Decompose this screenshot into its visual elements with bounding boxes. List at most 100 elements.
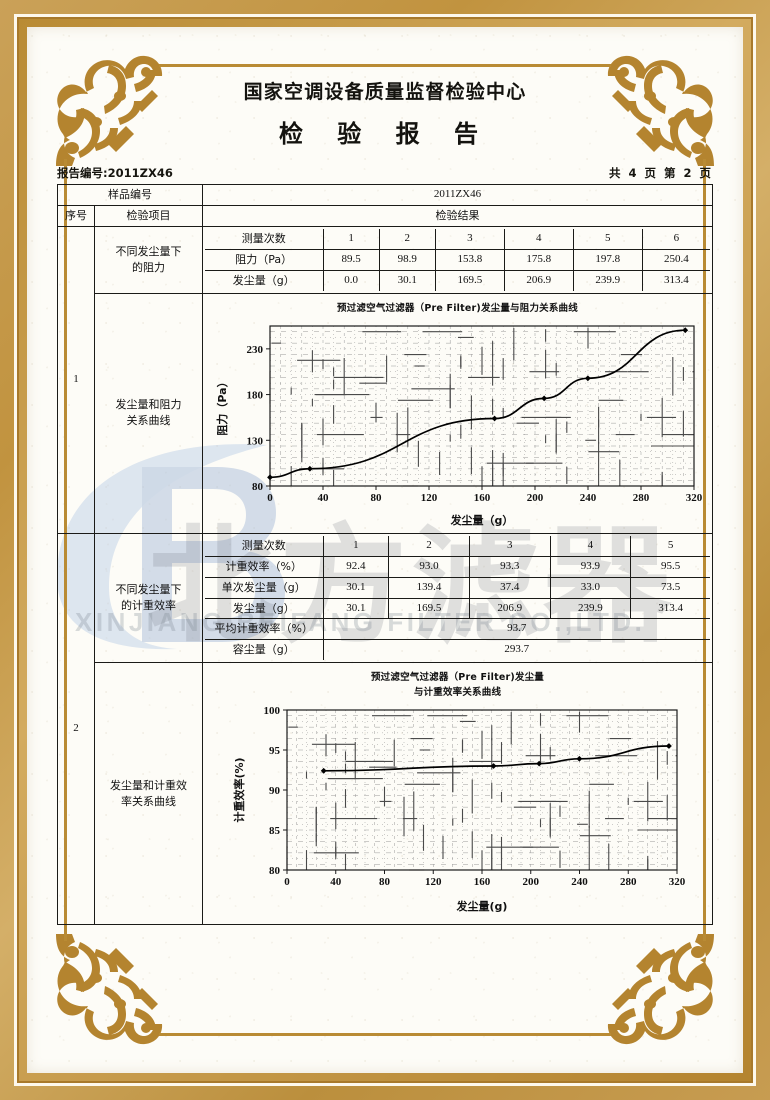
report-number-value: 2011ZX46 xyxy=(107,166,173,180)
svg-text:80: 80 xyxy=(252,481,264,493)
svg-text:100: 100 xyxy=(263,705,280,717)
table-row-section2-efficiency: 2 不同发尘量下 的计重效率 测量次数 1 2 3 4 5 xyxy=(57,532,713,926)
table-row-dust-g: 发尘量（g） 30.1 169.5 206.9 239.9 313.4 xyxy=(205,597,710,620)
svg-text:80: 80 xyxy=(379,876,391,888)
measure-count-5: 5 xyxy=(630,535,710,557)
dust-g-5: 239.9 xyxy=(572,269,643,291)
row-header-dust-g: 发尘量（g） xyxy=(205,597,324,620)
single-dust-2: 139.4 xyxy=(388,576,470,599)
column-header-item: 检验项目 xyxy=(94,204,203,227)
column-header-result: 检验结果 xyxy=(202,204,713,227)
efficiency-pct-5: 95.5 xyxy=(630,555,710,578)
resistance-pa-5: 197.8 xyxy=(572,248,643,271)
dust-g-2: 30.1 xyxy=(378,269,436,291)
dust-g-3: 206.9 xyxy=(468,597,551,620)
svg-text:230: 230 xyxy=(246,344,263,356)
corner-ornament-bottom-right xyxy=(596,926,722,1052)
svg-text:320: 320 xyxy=(668,876,685,888)
row-header-measure-count: 测量次数 xyxy=(205,228,324,250)
efficiency-pct-1: 92.4 xyxy=(322,555,390,578)
resistance-pa-3: 153.8 xyxy=(434,248,505,271)
table-row-dust-g: 发尘量（g） 0.0 30.1 169.5 206.9 239.9 313.4 xyxy=(205,269,710,291)
table-row-section2-chart: 发尘量和计重效 率关系曲线 预过滤空气过滤器（Pre Filter)发尘量 与计重… xyxy=(58,662,713,926)
row-header-avg-efficiency: 平均计重效率（%） xyxy=(205,618,324,641)
single-dust-3: 37.4 xyxy=(468,576,551,599)
label-text: 发尘量和阻力 关系曲线 xyxy=(115,398,182,428)
measure-count-5: 5 xyxy=(572,228,643,250)
dust-g-1: 0.0 xyxy=(322,269,380,291)
section1-resistance-item-label: 不同发尘量下 的阻力 xyxy=(94,225,203,294)
svg-text:200: 200 xyxy=(526,492,543,504)
page-count: 共 4 页 第 2 页 xyxy=(608,166,713,180)
label-text: 不同发尘量下 的阻力 xyxy=(115,244,182,274)
svg-text:85: 85 xyxy=(269,825,281,837)
chart-resistance-vs-dust: 预过滤空气过滤器（Pre Filter)发尘量与阻力关系曲线 0 40 80 120 1… xyxy=(205,296,710,531)
svg-text:130: 130 xyxy=(246,435,263,447)
avg-efficiency-value: 93.7 xyxy=(322,618,710,641)
measure-count-1: 1 xyxy=(322,228,380,250)
svg-text:计重效率(%): 计重效率(%) xyxy=(232,757,246,822)
svg-text:180: 180 xyxy=(246,390,263,402)
dust-g-1: 30.1 xyxy=(322,597,390,620)
svg-text:发尘量（g）: 发尘量（g） xyxy=(449,513,513,526)
report-number: 报告编号:2011ZX46 xyxy=(57,165,173,181)
document-header: 国家空调设备质量监督检验中心 检 验 报 告 xyxy=(27,27,743,149)
measure-count-4: 4 xyxy=(549,535,632,557)
label-text: 不同发尘量下 的计重效率 xyxy=(115,583,182,612)
row-header-measure-count: 测量次数 xyxy=(205,535,324,557)
row-header-dust-capacity: 容尘量（g） xyxy=(205,639,324,661)
svg-text:240: 240 xyxy=(571,876,588,888)
report-number-label: 报告编号: xyxy=(57,166,108,180)
resistance-pa-2: 98.9 xyxy=(378,248,436,271)
svg-text:240: 240 xyxy=(579,492,596,504)
measure-count-2: 2 xyxy=(388,535,470,557)
table-row-avg-efficiency: 平均计重效率（%） 93.7 xyxy=(205,618,710,641)
svg-text:160: 160 xyxy=(473,492,490,504)
measure-count-3: 3 xyxy=(468,535,551,557)
svg-text:120: 120 xyxy=(420,492,437,504)
efficiency-pct-4: 93.9 xyxy=(549,555,632,578)
table-row-dust-capacity: 容尘量（g） 293.7 xyxy=(205,639,710,661)
inspection-report-table: 样品编号 2011ZX46 序号 检验项目 检验结果 1 不同发尘量下 的阻力 xyxy=(57,184,713,926)
svg-text:80: 80 xyxy=(370,492,382,504)
resistance-pa-1: 89.5 xyxy=(322,248,380,271)
svg-text:120: 120 xyxy=(425,876,442,888)
table-row-section1-resistance: 1 不同发尘量下 的阻力 测量次数 1 2 3 4 5 xyxy=(57,225,713,534)
column-header-index: 序号 xyxy=(57,204,95,227)
section1-curve-item-label: 发尘量和阻力 关系曲线 xyxy=(94,292,203,534)
resistance-pa-6: 250.4 xyxy=(641,248,710,271)
dust-g-2: 169.5 xyxy=(388,597,470,620)
table-row-section1-chart: 发尘量和阻力 关系曲线 预过滤空气过滤器（Pre Filter)发尘量与阻力关系… xyxy=(58,292,713,534)
svg-text:90: 90 xyxy=(269,785,281,797)
measure-count-4: 4 xyxy=(503,228,574,250)
svg-text:320: 320 xyxy=(685,492,702,504)
resistance-data-table: 测量次数 1 2 3 4 5 6 阻力（Pa） 89.5 xyxy=(205,228,710,291)
svg-text:0: 0 xyxy=(284,876,290,888)
table-row-sample-no: 样品编号 2011ZX46 xyxy=(57,184,713,206)
measure-count-6: 6 xyxy=(641,228,710,250)
efficiency-pct-2: 93.0 xyxy=(388,555,470,578)
row-header-efficiency-pct: 计重效率（%） xyxy=(205,555,324,578)
svg-text:280: 280 xyxy=(620,876,637,888)
report-meta-row: 报告编号:2011ZX46 共 4 页 第 2 页 xyxy=(57,165,713,181)
svg-text:95: 95 xyxy=(269,745,281,757)
dust-capacity-value: 293.7 xyxy=(322,639,710,661)
svg-text:200: 200 xyxy=(522,876,539,888)
section2-index: 2 xyxy=(57,532,95,926)
row-header-resistance-pa: 阻力（Pa） xyxy=(205,248,324,271)
svg-text:40: 40 xyxy=(317,492,329,504)
table-row-single-dust: 单次发尘量（g） 30.1 139.4 37.4 33.0 73.5 xyxy=(205,576,710,599)
dust-g-3: 169.5 xyxy=(434,269,505,291)
organization-title: 国家空调设备质量监督检验中心 xyxy=(243,81,527,103)
measure-count-3: 3 xyxy=(434,228,505,250)
measure-count-2: 2 xyxy=(378,228,436,250)
table-row-measure-count: 测量次数 1 2 3 4 5 xyxy=(205,535,710,557)
corner-ornament-bottom-left xyxy=(48,926,174,1052)
single-dust-5: 73.5 xyxy=(630,576,710,599)
efficiency-data-table: 测量次数 1 2 3 4 5 计重效率（%） 92.4 93.0 xyxy=(205,535,710,661)
measure-count-1: 1 xyxy=(322,535,390,557)
label-text: 发尘量和计重效 率关系曲线 xyxy=(110,778,187,808)
chart-efficiency-vs-dust: 预过滤空气过滤器（Pre Filter)发尘量 与计重效率关系曲线 0 40 80 12… xyxy=(205,665,710,922)
section1-index: 1 xyxy=(57,225,95,534)
